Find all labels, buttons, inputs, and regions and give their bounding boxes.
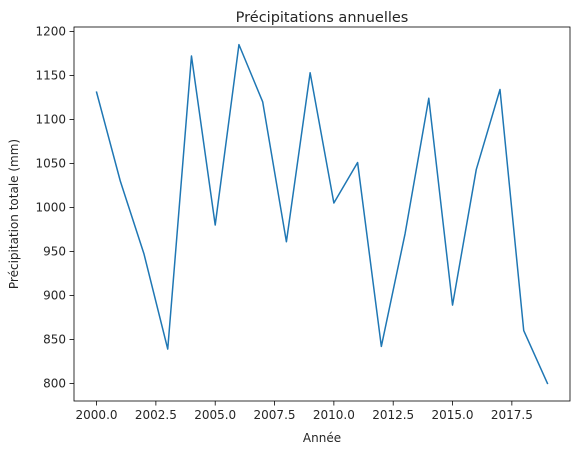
y-tick-label: 1000: [35, 201, 66, 215]
y-tick-label: 800: [43, 377, 66, 391]
plot-area: [97, 45, 548, 384]
y-tick-label: 1100: [35, 113, 66, 127]
y-tick-label: 1050: [35, 157, 66, 171]
x-axis-label: Année: [303, 431, 341, 445]
x-tick-label: 2002.5: [135, 408, 177, 422]
y-tick-label: 850: [43, 333, 66, 347]
x-axis: 2000.0 2002.5 2005.0 2007.5 2010.0 2012.5 2015…: [76, 401, 533, 422]
y-tick-label: 900: [43, 289, 66, 303]
series-line-0: [97, 45, 548, 384]
x-tick-label: 2007.5: [254, 408, 296, 422]
chart-title: Précipitations annuelles: [236, 10, 409, 26]
x-tick-label: 2012.5: [372, 408, 414, 422]
y-axis: 800 850 900 950 1000 1050 1100 1150 1200: [35, 25, 74, 391]
y-tick-label: 1200: [35, 25, 66, 39]
y-axis-label: Précipitation totale (mm): [7, 139, 21, 289]
plot-frame: [74, 27, 570, 401]
x-tick-label: 2000.0: [76, 408, 118, 422]
x-tick-label: 2017.5: [491, 408, 533, 422]
y-tick-label: 950: [43, 245, 66, 259]
y-tick-label: 1150: [35, 69, 66, 83]
x-tick-label: 2010.0: [313, 408, 355, 422]
x-tick-label: 2005.0: [194, 408, 236, 422]
x-tick-label: 2015.0: [432, 408, 474, 422]
